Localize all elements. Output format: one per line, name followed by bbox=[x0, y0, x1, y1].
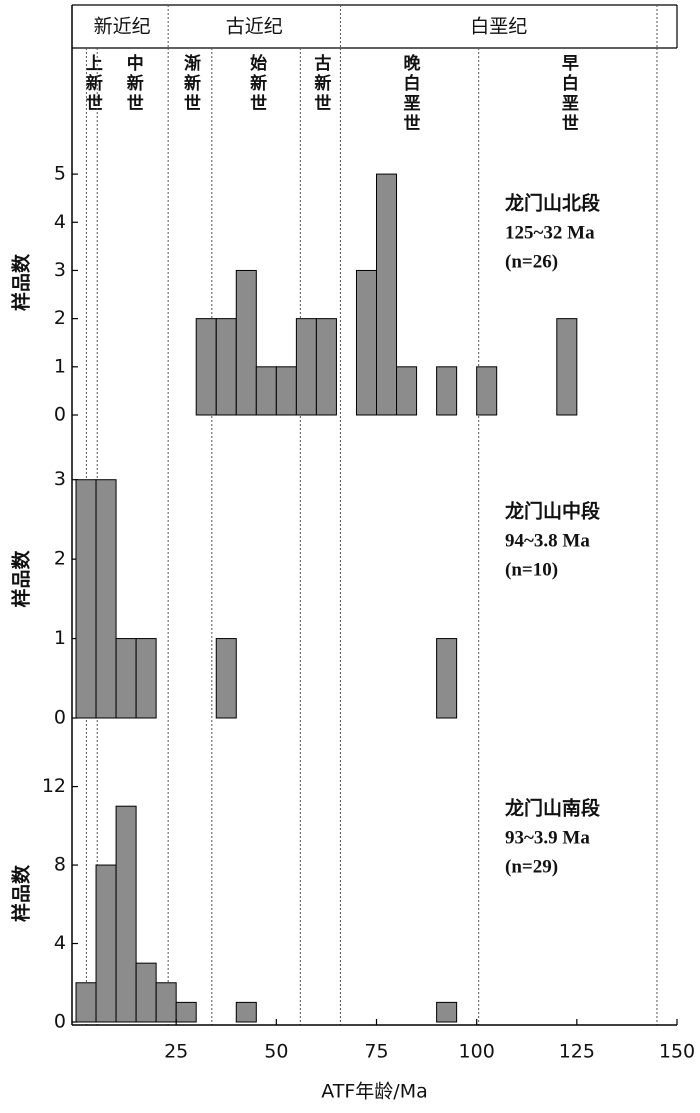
y-tick-label: 2 bbox=[54, 548, 66, 570]
y-tick-label: 3 bbox=[54, 259, 66, 281]
epoch-label: 中新世 bbox=[123, 53, 144, 114]
x-tick-label: 150 bbox=[659, 1041, 695, 1063]
annotation: 94~3.8 Ma bbox=[505, 530, 590, 551]
annotation: (n=29) bbox=[505, 856, 558, 877]
epoch-label: 上新世 bbox=[82, 54, 103, 114]
x-tick-label: 125 bbox=[559, 1041, 595, 1063]
y-tick-label: 8 bbox=[54, 854, 66, 876]
bar bbox=[115, 805, 137, 1023]
y-tick-label: 12 bbox=[42, 775, 66, 797]
bar bbox=[95, 479, 117, 719]
bar bbox=[115, 638, 137, 719]
bar bbox=[355, 269, 378, 416]
annotation: 龙门山南段 bbox=[505, 796, 601, 819]
annotation: 龙门山中段 bbox=[505, 499, 601, 522]
epoch-label: 晚白垩世 bbox=[400, 53, 421, 134]
bar bbox=[215, 318, 237, 416]
era-label: 古近纪 bbox=[226, 16, 283, 38]
y-tick-label: 2 bbox=[54, 307, 66, 329]
y-axis-label: 样品数 bbox=[10, 550, 33, 608]
epoch-label: 渐新世 bbox=[180, 53, 201, 114]
bar bbox=[75, 982, 97, 1023]
y-tick-label: 4 bbox=[54, 211, 66, 233]
annotation: (n=10) bbox=[505, 559, 558, 580]
bar bbox=[436, 366, 458, 416]
bar bbox=[376, 173, 398, 416]
bar bbox=[95, 864, 117, 1023]
bar bbox=[75, 479, 97, 719]
x-axis-label: ATF年龄/Ma bbox=[321, 1081, 428, 1103]
bar bbox=[476, 366, 498, 416]
annotation: (n=26) bbox=[505, 251, 558, 272]
bar bbox=[255, 366, 277, 416]
annotation: 125~32 Ma bbox=[505, 222, 595, 243]
bar bbox=[295, 318, 317, 416]
x-tick-label: 25 bbox=[164, 1041, 188, 1063]
y-tick-label: 5 bbox=[54, 163, 66, 185]
bar bbox=[436, 1001, 458, 1023]
x-tick-label: 50 bbox=[264, 1041, 288, 1063]
bar bbox=[155, 982, 177, 1023]
x-tick-label: 100 bbox=[459, 1041, 495, 1063]
y-tick-label: 0 bbox=[54, 707, 66, 729]
y-tick-label: 3 bbox=[54, 468, 66, 490]
era-label: 新近纪 bbox=[94, 16, 151, 38]
bar bbox=[315, 318, 337, 416]
bar bbox=[436, 638, 458, 719]
y-axis-label: 样品数 bbox=[10, 253, 33, 311]
bar bbox=[275, 366, 297, 416]
annotation: 93~3.9 Ma bbox=[505, 827, 590, 848]
y-tick-label: 1 bbox=[54, 355, 66, 377]
x-tick-label: 75 bbox=[364, 1041, 388, 1063]
bar bbox=[235, 269, 257, 416]
y-axis-label: 样品数 bbox=[10, 864, 33, 922]
bar bbox=[135, 638, 157, 719]
bar bbox=[195, 318, 217, 416]
era-label: 白垩纪 bbox=[470, 16, 527, 38]
epoch-label: 古新世 bbox=[310, 53, 331, 114]
bar bbox=[396, 366, 418, 416]
epoch-label: 早白垩世 bbox=[558, 54, 579, 134]
bar bbox=[235, 1001, 257, 1023]
bar bbox=[135, 962, 157, 1023]
y-tick-label: 4 bbox=[54, 932, 66, 954]
y-tick-label: 1 bbox=[54, 627, 66, 649]
y-tick-label: 0 bbox=[54, 1011, 66, 1033]
annotation: 龙门山北段 bbox=[505, 191, 601, 214]
epoch-label: 始新世 bbox=[246, 53, 267, 114]
bar bbox=[556, 318, 578, 416]
y-tick-label: 0 bbox=[54, 404, 66, 426]
bar bbox=[215, 638, 237, 719]
bar bbox=[175, 1001, 197, 1023]
